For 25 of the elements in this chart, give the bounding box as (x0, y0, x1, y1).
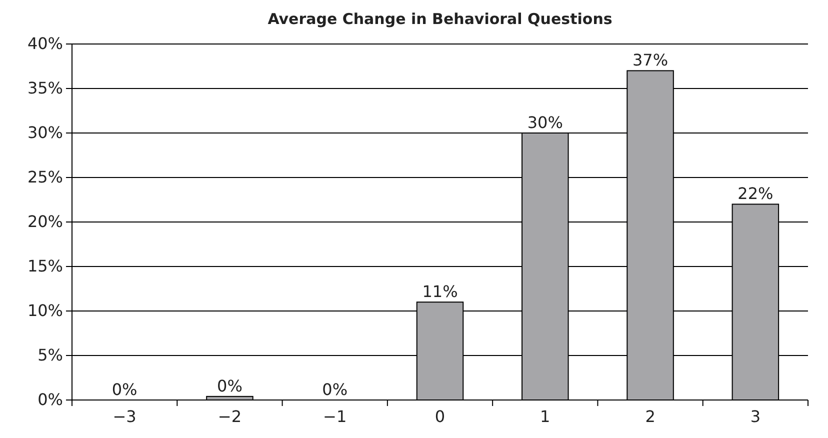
data-label: 0% (217, 376, 242, 396)
x-tick-label: 3 (750, 407, 761, 426)
y-tick-label: 5% (38, 346, 63, 365)
data-label: 22% (738, 184, 774, 204)
data-label: 0% (112, 380, 138, 399)
x-tick-label: 2 (645, 407, 656, 426)
y-tick-label: 35% (27, 78, 63, 98)
y-tick-label: 0% (38, 390, 63, 410)
y-tick-label: 20% (27, 212, 63, 232)
data-label: 30% (527, 113, 563, 132)
chart-title: Average Change in Behavioral Questions (268, 10, 612, 28)
x-tick-label: 0 (434, 407, 446, 426)
data-label: 37% (632, 50, 668, 70)
x-tick-label: 1 (540, 407, 550, 426)
data-label: 11% (422, 282, 458, 302)
bar (206, 396, 254, 400)
y-tick-label: 40% (27, 34, 63, 54)
y-tick-label: 15% (27, 256, 63, 276)
x-tick-label: −3 (112, 407, 136, 426)
y-tick-label: 30% (27, 123, 63, 142)
y-tick-label: 25% (27, 168, 63, 187)
y-tick-label: 10% (27, 301, 63, 320)
x-tick-label: −2 (218, 407, 242, 426)
x-tick-label: −1 (323, 407, 347, 426)
data-label: 0% (322, 380, 348, 399)
